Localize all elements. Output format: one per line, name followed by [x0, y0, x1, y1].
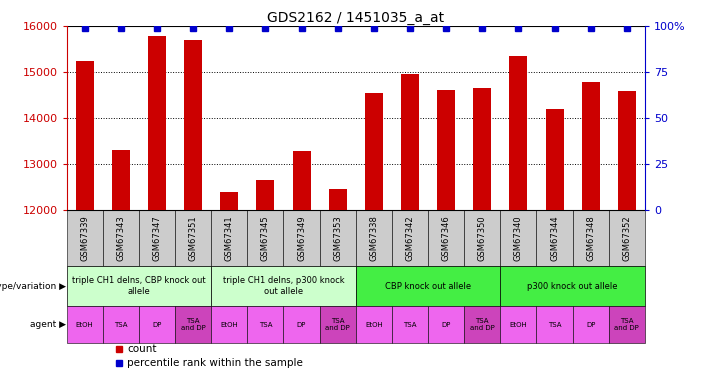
Bar [437, 90, 455, 210]
Text: GSM67343: GSM67343 [116, 215, 125, 261]
Bar [76, 61, 94, 210]
Bar [582, 82, 600, 210]
Bar [67, 210, 103, 266]
Bar [211, 210, 247, 266]
Text: GSM67351: GSM67351 [189, 215, 198, 261]
Bar [283, 306, 320, 342]
Text: p300 knock out allele: p300 knock out allele [527, 282, 618, 291]
Bar [536, 210, 573, 266]
Bar [67, 306, 103, 342]
Bar [111, 150, 130, 210]
Bar [501, 266, 645, 306]
Bar [247, 306, 283, 342]
Bar [428, 210, 464, 266]
Text: GSM67352: GSM67352 [622, 215, 632, 261]
Bar [608, 210, 645, 266]
Text: triple CH1 delns, p300 knock
out allele: triple CH1 delns, p300 knock out allele [223, 276, 344, 296]
Bar [103, 210, 139, 266]
Title: GDS2162 / 1451035_a_at: GDS2162 / 1451035_a_at [267, 11, 444, 25]
Bar [175, 306, 211, 342]
Text: DP: DP [297, 321, 306, 327]
Text: GSM67353: GSM67353 [333, 215, 342, 261]
Text: GSM67338: GSM67338 [369, 215, 379, 261]
Text: GSM67341: GSM67341 [225, 215, 233, 261]
Text: DP: DP [152, 321, 162, 327]
Text: TSA: TSA [114, 321, 128, 327]
Bar [257, 180, 274, 210]
Bar [67, 266, 211, 306]
Text: EtOH: EtOH [510, 321, 527, 327]
Text: TSA: TSA [259, 321, 272, 327]
Bar [501, 306, 536, 342]
Text: GSM67350: GSM67350 [478, 215, 486, 261]
Text: agent ▶: agent ▶ [30, 320, 66, 329]
Bar [320, 210, 355, 266]
Bar [139, 306, 175, 342]
Text: TSA
and DP: TSA and DP [181, 318, 205, 331]
Bar [292, 151, 311, 210]
Text: GSM67346: GSM67346 [442, 215, 451, 261]
Bar [211, 266, 356, 306]
Bar [355, 306, 392, 342]
Text: TSA: TSA [403, 321, 416, 327]
Text: TSA: TSA [547, 321, 562, 327]
Bar [175, 210, 211, 266]
Bar [365, 93, 383, 210]
Bar [103, 306, 139, 342]
Bar [545, 109, 564, 210]
Text: EtOH: EtOH [365, 321, 383, 327]
Text: GSM67347: GSM67347 [152, 215, 161, 261]
Text: genotype/variation ▶: genotype/variation ▶ [0, 282, 66, 291]
Text: GSM67339: GSM67339 [80, 215, 89, 261]
Bar [573, 306, 608, 342]
Text: percentile rank within the sample: percentile rank within the sample [128, 357, 304, 368]
Text: EtOH: EtOH [76, 321, 93, 327]
Text: GSM67342: GSM67342 [405, 215, 414, 261]
Bar [139, 210, 175, 266]
Bar [148, 36, 166, 210]
Text: GSM67340: GSM67340 [514, 215, 523, 261]
Text: TSA
and DP: TSA and DP [615, 318, 639, 331]
Bar [355, 210, 392, 266]
Bar [608, 306, 645, 342]
Bar [320, 306, 355, 342]
Bar [464, 306, 501, 342]
Bar [401, 75, 419, 210]
Bar [573, 210, 608, 266]
Text: TSA
and DP: TSA and DP [470, 318, 495, 331]
Bar [510, 56, 527, 210]
Text: TSA
and DP: TSA and DP [325, 318, 350, 331]
Bar [501, 210, 536, 266]
Bar [247, 210, 283, 266]
Bar [473, 88, 491, 210]
Text: EtOH: EtOH [220, 321, 238, 327]
Text: CBP knock out allele: CBP knock out allele [385, 282, 471, 291]
Bar [329, 189, 347, 210]
Text: GSM67344: GSM67344 [550, 215, 559, 261]
Bar [392, 210, 428, 266]
Text: triple CH1 delns, CBP knock out
allele: triple CH1 delns, CBP knock out allele [72, 276, 205, 296]
Text: count: count [128, 344, 157, 354]
Bar [283, 210, 320, 266]
Text: DP: DP [442, 321, 451, 327]
Text: DP: DP [586, 321, 595, 327]
Text: GSM67345: GSM67345 [261, 215, 270, 261]
Bar [220, 192, 238, 210]
Text: GSM67349: GSM67349 [297, 215, 306, 261]
Text: GSM67348: GSM67348 [586, 215, 595, 261]
Bar [355, 266, 501, 306]
Bar [618, 91, 636, 210]
Bar [392, 306, 428, 342]
Bar [428, 306, 464, 342]
Bar [211, 306, 247, 342]
Bar [184, 40, 202, 210]
Bar [464, 210, 501, 266]
Bar [536, 306, 573, 342]
